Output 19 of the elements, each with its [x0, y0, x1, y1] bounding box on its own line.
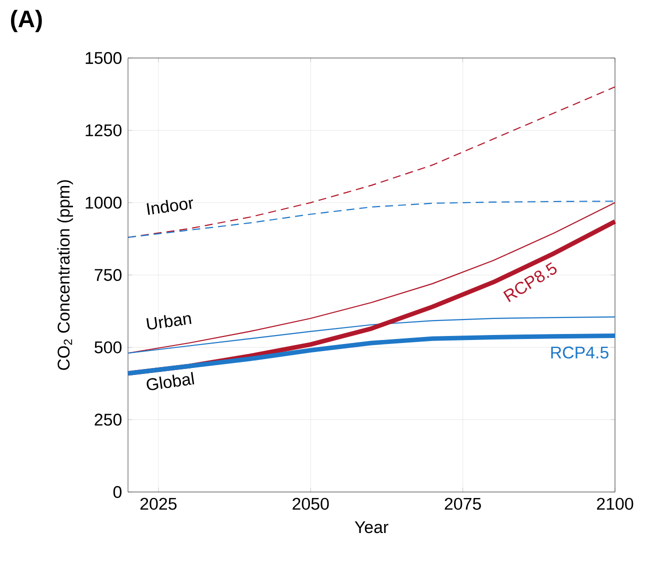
x-tick-label: 2025	[140, 498, 177, 510]
y-tick-label: 250	[94, 414, 122, 426]
annotation: Global	[146, 372, 194, 390]
y-axis-title: CO$_{2}$ Concentration (ppm)	[57, 180, 73, 370]
y-tick-label: 1000	[86, 196, 122, 209]
x-tick-label: 2100	[597, 498, 634, 510]
line-series	[127, 200, 616, 238]
series-label: RCP4.5	[551, 346, 608, 359]
x-axis-title: Year	[354, 521, 388, 534]
y-tick-label: 500	[94, 341, 122, 354]
y-tick-label: 0	[113, 486, 122, 498]
annotation: Indoor	[146, 199, 194, 215]
y-tick-label: 750	[94, 269, 122, 281]
annotation: Urban	[146, 315, 192, 330]
y-tick-label: 1250	[86, 124, 122, 136]
text: (A)	[11, 10, 42, 32]
x-tick-label: 2050	[292, 498, 329, 510]
x-tick-label: 2075	[444, 498, 481, 510]
y-tick-label: 1500	[86, 52, 122, 64]
